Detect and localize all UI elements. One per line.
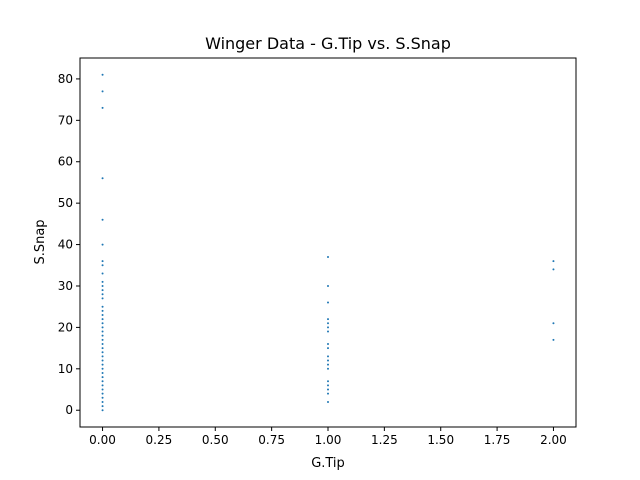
x-tick-label: 0.00 (89, 433, 116, 447)
x-tick-label: 1.25 (371, 433, 398, 447)
data-point (327, 255, 329, 258)
data-point (327, 392, 329, 395)
data-point (101, 264, 104, 267)
data-point (101, 318, 104, 321)
data-point (101, 106, 104, 109)
data-point (101, 347, 104, 350)
x-tick-label: 1.75 (484, 433, 511, 447)
data-point (101, 280, 104, 283)
data-point (327, 359, 329, 362)
data-point (101, 355, 104, 358)
y-tick-label: 50 (58, 196, 73, 210)
x-tick-label: 2.00 (540, 433, 567, 447)
data-point (101, 359, 104, 362)
data-point (101, 322, 104, 325)
data-point (101, 405, 104, 408)
data-point (101, 376, 104, 379)
data-point (101, 400, 104, 403)
data-point (327, 347, 329, 350)
data-point (327, 318, 329, 321)
data-point (101, 309, 104, 312)
data-point (101, 384, 104, 387)
data-point (552, 268, 555, 271)
x-tick-label: 1.50 (427, 433, 454, 447)
data-point (327, 388, 329, 391)
x-tick-label: 1.00 (315, 433, 342, 447)
data-point (552, 338, 555, 341)
data-point (101, 305, 104, 308)
plot-frame (79, 57, 577, 428)
data-point (327, 363, 329, 366)
x-axis-ticks: 0.00 0.25 0.50 0.75 1.00 1.25 1.50 1.75 2.00 (89, 427, 567, 447)
data-point (101, 260, 104, 263)
data-point (101, 73, 104, 76)
y-axis-label: S.Snap (33, 219, 48, 264)
data-point (327, 322, 329, 325)
data-point (327, 284, 329, 287)
data-point (101, 90, 104, 93)
data-point (101, 330, 104, 333)
y-tick-label: 80 (58, 72, 73, 86)
data-point (327, 342, 329, 345)
x-axis-label: G.Tip (311, 456, 345, 471)
data-point (327, 355, 329, 358)
data-point (552, 260, 555, 263)
data-point (101, 243, 104, 246)
y-tick-label: 0 (65, 403, 73, 417)
data-point (101, 409, 104, 412)
data-point (101, 334, 104, 337)
data-point (101, 284, 104, 287)
data-point (101, 380, 104, 383)
data-point (327, 380, 329, 383)
data-point (101, 388, 104, 391)
data-point (101, 297, 104, 300)
y-axis-ticks: 0 10 20 30 40 50 60 70 80 (58, 72, 80, 417)
y-tick-label: 40 (58, 238, 73, 252)
data-point (101, 363, 104, 366)
data-point (101, 293, 104, 296)
data-point (101, 338, 104, 341)
data-point (101, 272, 104, 275)
data-point (101, 342, 104, 345)
points-layer (101, 73, 555, 412)
data-point (327, 330, 329, 333)
data-point (327, 400, 329, 403)
data-point (101, 396, 104, 399)
data-point (327, 384, 329, 387)
data-point (327, 326, 329, 329)
y-tick-label: 30 (58, 279, 73, 293)
y-tick-label: 20 (58, 320, 73, 334)
y-tick-label: 70 (58, 113, 73, 127)
data-point (101, 392, 104, 395)
x-tick-label: 0.25 (146, 433, 173, 447)
x-tick-label: 0.50 (202, 433, 229, 447)
chart-title: Winger Data - G.Tip vs. S.Snap (205, 34, 451, 53)
data-point (327, 301, 329, 304)
data-point (101, 289, 104, 292)
data-point (101, 218, 104, 221)
data-point (552, 322, 555, 325)
data-point (101, 371, 104, 374)
data-point (101, 367, 104, 370)
y-tick-label: 60 (58, 155, 73, 169)
data-point (101, 177, 104, 180)
data-point (327, 367, 329, 370)
data-point (101, 351, 104, 354)
x-tick-label: 0.75 (258, 433, 285, 447)
data-point (101, 313, 104, 316)
y-tick-label: 10 (58, 362, 73, 376)
data-point (101, 326, 104, 329)
